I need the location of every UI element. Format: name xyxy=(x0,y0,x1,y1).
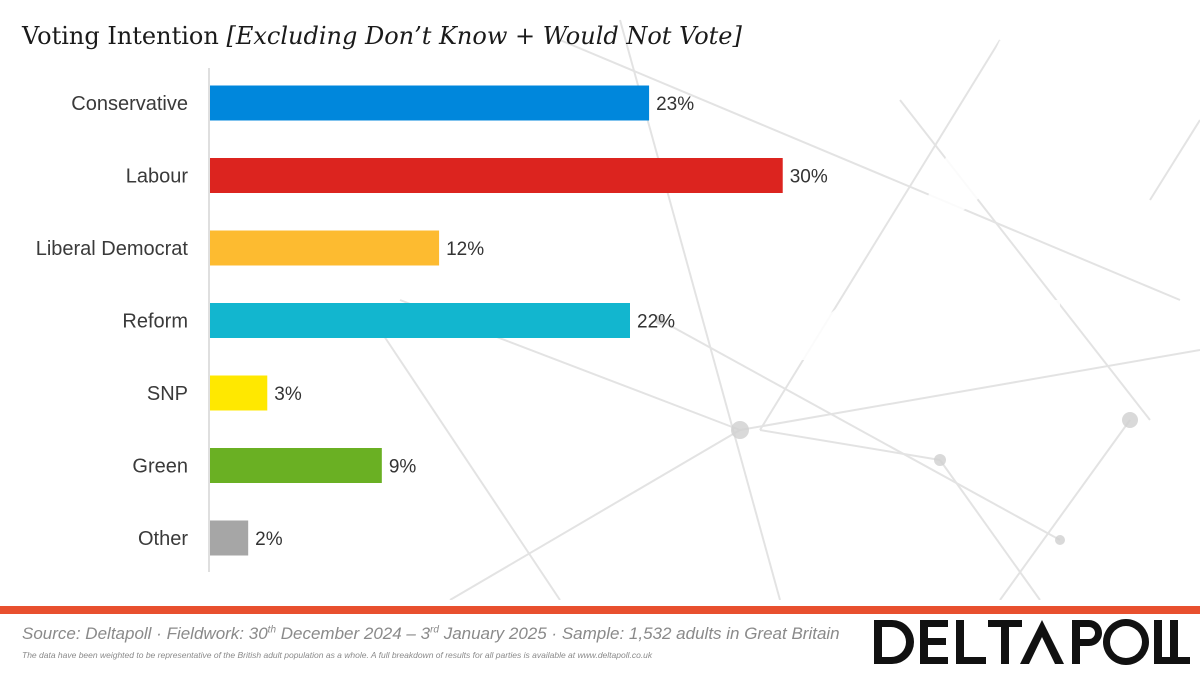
source-superscript-2: rd xyxy=(430,624,439,636)
source-text-part3: January 2025 · Sample: 1,532 adults in G… xyxy=(438,624,840,643)
source-superscript-1: th xyxy=(267,624,277,636)
value-label-reform: 22% xyxy=(637,312,675,333)
value-label-other: 2% xyxy=(255,529,283,550)
value-label-liberal-democrat: 12% xyxy=(446,239,484,260)
category-label-snp: SNP xyxy=(147,383,188,405)
source-text-part2: December 2024 – 3 xyxy=(276,624,431,643)
weighting-note: The data have been weighted to be repres… xyxy=(22,650,653,660)
bar-reform xyxy=(210,303,630,338)
chart-title-main: Voting Intention xyxy=(22,22,219,50)
category-label-liberal-democrat: Liberal Democrat xyxy=(36,238,189,260)
value-label-snp: 3% xyxy=(274,384,302,405)
value-label-conservative: 23% xyxy=(656,94,694,115)
category-label-other: Other xyxy=(138,528,188,550)
chart-title: Voting Intention [Excluding Don’t Know +… xyxy=(22,22,742,50)
deltapoll-logo xyxy=(874,619,1190,665)
bar-chart: Conservative 23% Labour 30% Liberal Democrat… xyxy=(36,68,828,572)
chart-title-subtitle: [Excluding Don’t Know + Would Not Vote] xyxy=(226,22,742,50)
bars-layer: Conservative 23% Labour 30% Liberal Democrat… xyxy=(36,85,828,556)
bar-green xyxy=(210,448,382,483)
category-label-labour: Labour xyxy=(126,166,189,188)
category-label-green: Green xyxy=(132,456,188,478)
category-label-conservative: Conservative xyxy=(71,93,188,115)
footer-accent-bar xyxy=(0,606,1200,614)
source-text-part1: Source: Deltapoll · Fieldwork: 30 xyxy=(22,624,268,643)
bar-labour xyxy=(210,158,783,193)
source-line: Source: Deltapoll · Fieldwork: 30th Dece… xyxy=(22,624,840,644)
bar-conservative xyxy=(210,85,650,121)
bar-liberal-democrat xyxy=(210,230,440,266)
category-label-reform: Reform xyxy=(122,311,188,333)
value-label-green: 9% xyxy=(389,457,417,478)
value-label-labour: 30% xyxy=(790,167,828,188)
bar-snp xyxy=(210,375,268,411)
bar-other xyxy=(210,520,249,556)
